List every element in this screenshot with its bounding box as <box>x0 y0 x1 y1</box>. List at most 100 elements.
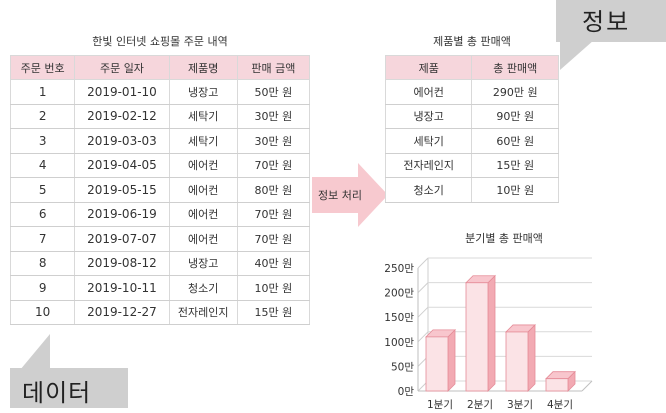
y-tick-label: 100만 <box>384 337 414 349</box>
product-table-row: 냉장고 90만 원 <box>384 104 559 129</box>
product-table-row-cell: 90만 원 <box>471 104 559 129</box>
grid-diagonal <box>417 306 429 318</box>
process-arrow <box>312 163 388 227</box>
order-table-row: 6 2019-06-19 에어컨 70만 원 <box>9 202 311 227</box>
data-callout-tail <box>20 334 50 370</box>
product-table-row-cell: 전자레인지 <box>384 153 473 178</box>
order-table-row-cell: 에어컨 <box>168 226 238 252</box>
order-table-row-cell: 청소기 <box>168 275 238 301</box>
order-table-row-cell: 30만 원 <box>236 104 311 129</box>
product-table-header-row: 제품 총 판매액 <box>384 55 559 80</box>
order-table-row-cell: 10만 원 <box>236 275 311 301</box>
bar <box>465 282 489 392</box>
product-table: 제품 총 판매액 에어컨 290만 원 냉장고 90만 원 세탁기 60만 원 전자레인지 1… <box>384 55 559 203</box>
order-table-row: 9 2019-10-11 청소기 10만 원 <box>9 275 311 301</box>
order-table-row-cell: 2019-08-12 <box>74 251 170 276</box>
order-table-row: 5 2019-05-15 에어컨 80만 원 <box>9 177 311 203</box>
order-table-row-cell: 9 <box>9 275 76 301</box>
product-table-row: 청소기 10만 원 <box>384 177 559 203</box>
order-table-row-cell: 30만 원 <box>236 128 311 154</box>
order-table-row-cell: 70만 원 <box>236 202 311 227</box>
y-tick-label: 50만 <box>391 361 414 373</box>
order-table-row-cell: 10 <box>9 300 76 325</box>
info-callout-label: 정보 <box>582 8 631 36</box>
col-product-name: 제품 <box>384 55 473 80</box>
col-order-date: 주문 일자 <box>74 55 170 80</box>
x-tick-label: 2분기 <box>467 399 493 411</box>
bar <box>425 336 449 392</box>
order-table-row: 10 2019-12-27 전자레인지 15만 원 <box>9 300 311 325</box>
order-table-row-cell: 2 <box>9 104 76 129</box>
order-table-row-cell: 에어컨 <box>168 177 238 203</box>
bar <box>545 378 569 392</box>
order-table-row-cell: 6 <box>9 202 76 227</box>
product-table-row-cell: 청소기 <box>384 177 473 203</box>
order-table-row-cell: 70만 원 <box>236 153 311 178</box>
order-table-row-cell: 2019-04-05 <box>74 153 170 178</box>
order-table-row-cell: 2019-07-07 <box>74 226 170 252</box>
product-table-row: 에어컨 290만 원 <box>384 79 559 105</box>
order-table-row-cell: 5 <box>9 177 76 203</box>
x-tick-label: 3분기 <box>507 399 533 411</box>
y-tick-label: 0만 <box>398 386 415 398</box>
order-table-row-cell: 7 <box>9 226 76 252</box>
product-table-row-cell: 냉장고 <box>384 104 473 129</box>
y-tick-label: 200만 <box>384 288 414 300</box>
grid-diagonal <box>417 282 429 293</box>
order-table-header-row: 주문 번호 주문 일자 제품명 판매 금액 <box>9 55 311 80</box>
order-table-row-cell: 에어컨 <box>168 202 238 227</box>
order-table-row-cell: 2019-12-27 <box>74 300 170 325</box>
data-callout: 데이터 <box>10 368 128 408</box>
info-callout: 정보 <box>556 0 666 42</box>
order-table-row: 7 2019-07-07 에어컨 70만 원 <box>9 226 311 252</box>
order-table-row-cell: 80만 원 <box>236 177 311 203</box>
order-table-title: 한빛 인터넷 쇼핑몰 주문 내역 <box>92 35 228 48</box>
order-table-row-cell: 8 <box>9 251 76 276</box>
product-table-row: 전자레인지 15만 원 <box>384 153 559 178</box>
bar-side <box>447 328 456 392</box>
order-table-row-cell: 50만 원 <box>236 79 311 105</box>
data-callout-label: 데이터 <box>22 379 92 407</box>
order-table: 주문 번호 주문 일자 제품명 판매 금액 1 2019-01-10 냉장고 50만 … <box>9 55 311 325</box>
order-table-row: 4 2019-04-05 에어컨 70만 원 <box>9 153 311 178</box>
y-tick-label: 150만 <box>384 312 414 324</box>
order-table-row-cell: 40만 원 <box>236 251 311 276</box>
product-table-row-cell: 290만 원 <box>471 79 559 105</box>
order-table-row-cell: 세탁기 <box>168 104 238 129</box>
order-table-row: 8 2019-08-12 냉장고 40만 원 <box>9 251 311 276</box>
product-table-title: 제품별 총 판매액 <box>433 35 511 48</box>
order-table-row-cell: 3 <box>9 128 76 154</box>
product-table-row-cell: 세탁기 <box>384 128 473 154</box>
order-table-row-cell: 70만 원 <box>236 226 311 252</box>
col-order-no: 주문 번호 <box>9 55 76 80</box>
order-table-row-cell: 냉장고 <box>168 79 238 105</box>
col-total-sales: 총 판매액 <box>471 55 559 80</box>
order-table-row: 3 2019-03-03 세탁기 30만 원 <box>9 128 311 154</box>
order-table-row-cell: 세탁기 <box>168 128 238 154</box>
grid-diagonal <box>417 257 429 269</box>
product-table-row: 세탁기 60만 원 <box>384 128 559 154</box>
order-table-row-cell: 에어컨 <box>168 153 238 178</box>
order-table-row-cell: 2019-03-03 <box>74 128 170 154</box>
order-table-row-cell: 2019-10-11 <box>74 275 170 301</box>
order-table-row-cell: 냉장고 <box>168 251 238 276</box>
order-table-row-cell: 4 <box>9 153 76 178</box>
product-table-row-cell: 에어컨 <box>384 79 473 105</box>
order-table-row-cell: 2019-02-12 <box>74 104 170 129</box>
order-table-row-cell: 2019-01-10 <box>74 79 170 105</box>
order-table-row-cell: 전자레인지 <box>168 300 238 325</box>
bar-side <box>527 323 536 392</box>
x-axis-depth <box>581 380 593 392</box>
order-table-row-cell: 2019-06-19 <box>74 202 170 227</box>
quarterly-sales-chart: 분기별 총 판매액 0만 50만 100만 150만 200만 250만 1분기 2분기 3분기 4… <box>384 232 593 411</box>
product-table-row-cell: 15만 원 <box>471 153 559 178</box>
product-table-row-cell: 10만 원 <box>471 177 559 203</box>
col-product: 제품명 <box>168 55 238 80</box>
order-table-row: 1 2019-01-10 냉장고 50만 원 <box>9 79 311 105</box>
order-table-row: 2 2019-02-12 세탁기 30만 원 <box>9 104 311 129</box>
bar <box>505 331 529 392</box>
bar-side <box>487 274 496 392</box>
order-table-row-cell: 15만 원 <box>236 300 311 325</box>
order-table-row-cell: 2019-05-15 <box>74 177 170 203</box>
grid-diagonal <box>417 331 429 343</box>
